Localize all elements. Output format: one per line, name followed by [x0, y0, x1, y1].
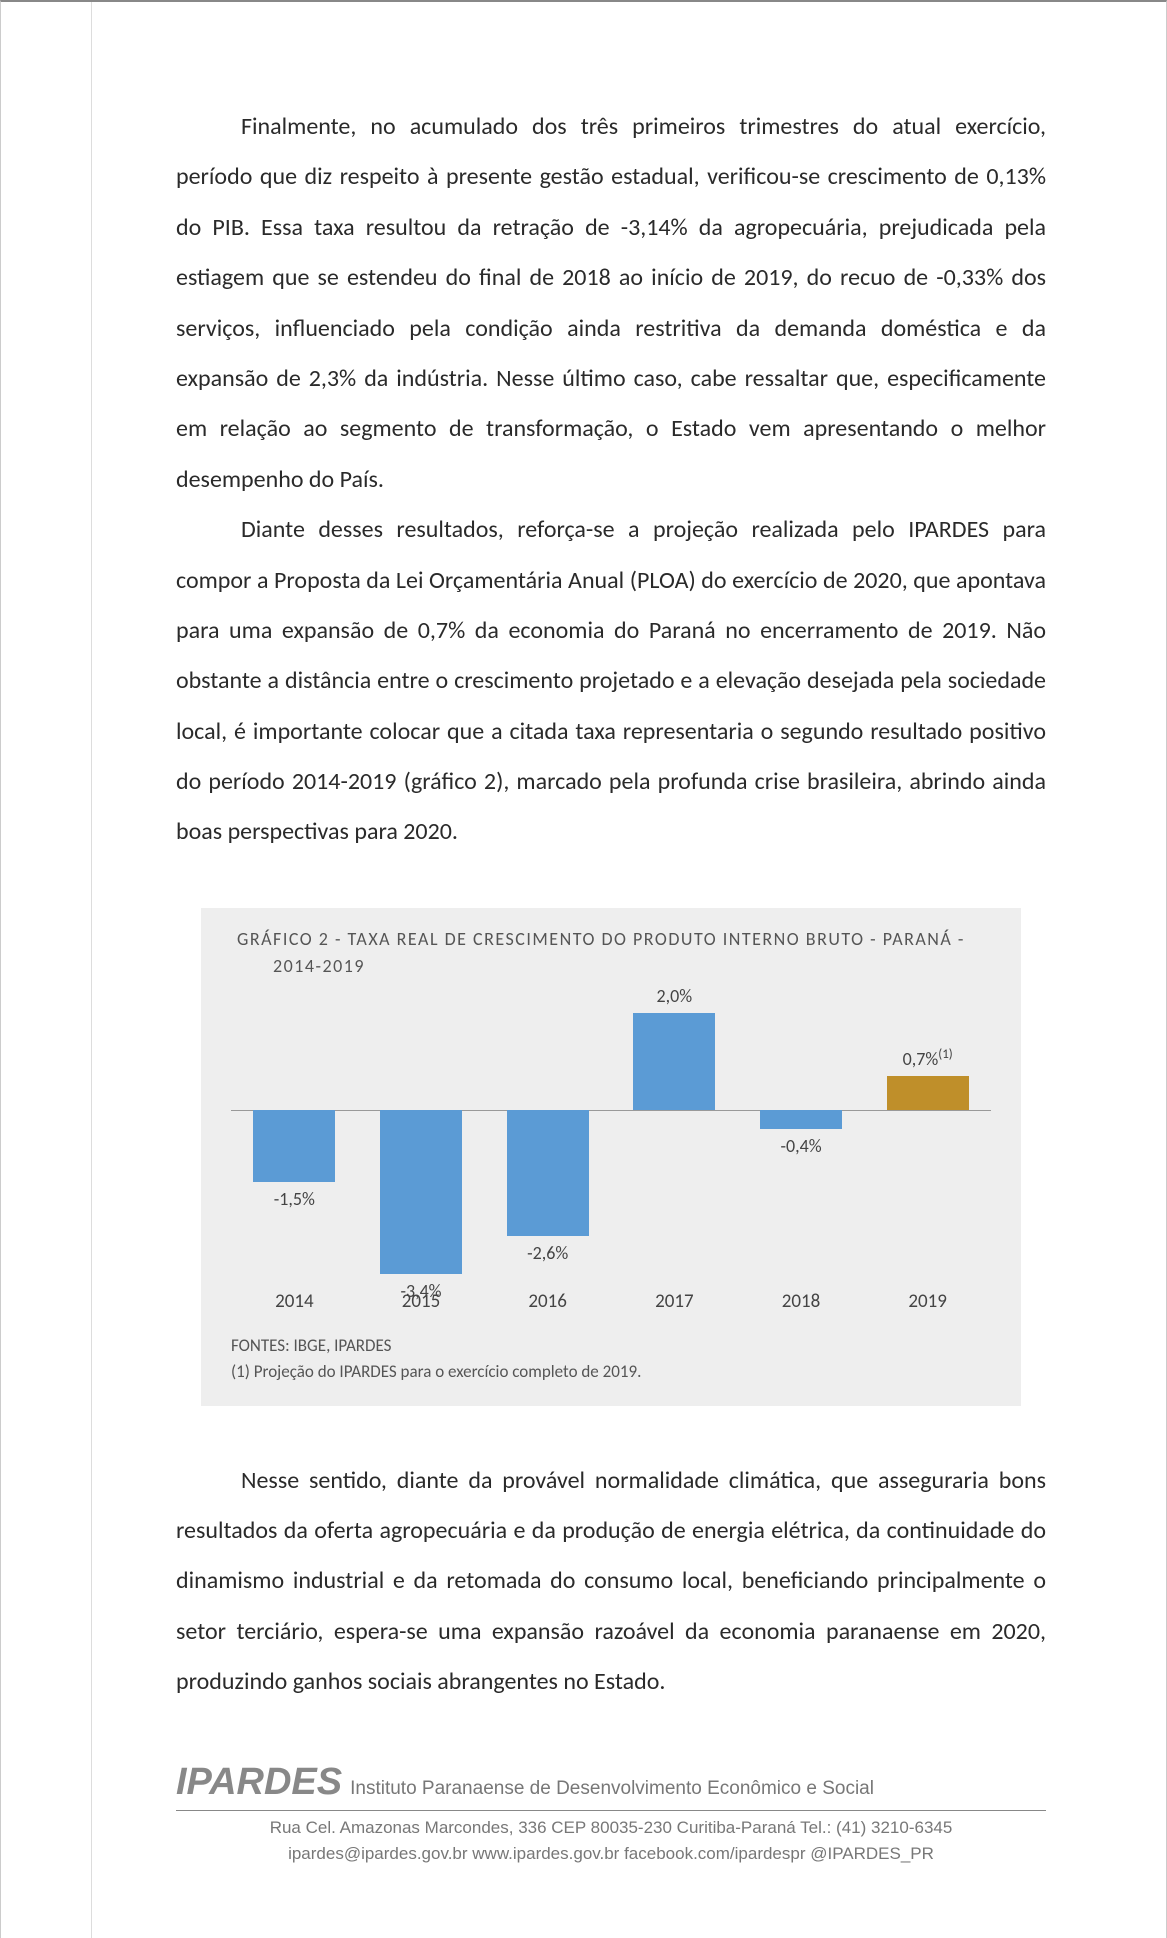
document-page: Finalmente, no acumulado dos três primei… [0, 0, 1167, 1938]
chart-bar-column: -0,4% [738, 994, 865, 1284]
paragraph-3: Nesse sentido, diante da provável normal… [176, 1456, 1046, 1708]
chart-bar-label: -3,4% [400, 1280, 441, 1302]
chart-bar-column: 2,0% [611, 994, 738, 1284]
chart-category-label: 2017 [611, 1290, 738, 1313]
chart-bars-group: -1,5% -3,4% -2,6% 2,0% -0,4% 0,7%(1) [231, 994, 991, 1284]
chart-container: GRÁFICO 2 - TAXA REAL DE CRESCIMENTO DO … [201, 908, 1021, 1406]
chart-bar [760, 1110, 842, 1129]
chart-category-label: 2018 [738, 1290, 865, 1313]
paragraph-2: Diante desses resultados, reforça-se a p… [176, 505, 1046, 858]
footer-divider [176, 1810, 1046, 1811]
footer-address: Rua Cel. Amazonas Marcondes, 336 CEP 800… [176, 1815, 1046, 1868]
chart-bar-column: -3,4% [358, 994, 485, 1284]
chart-category-label: 2019 [864, 1290, 991, 1313]
chart-bar-label: -0,4% [780, 1135, 821, 1157]
footer-logo-row: IPARDES Instituto Paranaense de Desenvol… [176, 1761, 1046, 1804]
footer-address-line-1: Rua Cel. Amazonas Marcondes, 336 CEP 800… [176, 1815, 1046, 1841]
chart-bar-column: -1,5% [231, 994, 358, 1284]
page-footer: IPARDES Instituto Paranaense de Desenvol… [176, 1761, 1046, 1868]
chart-note: (1) Projeção do IPARDES para o exercício… [231, 1359, 991, 1385]
chart-bar-column: 0,7%(1) [864, 994, 991, 1284]
chart-bar-label: -2,6% [527, 1242, 568, 1264]
chart-bar-label: 2,0% [657, 985, 693, 1007]
chart-bar [507, 1110, 589, 1236]
chart-bar-label: 0,7%(1) [903, 1047, 953, 1070]
footer-address-line-2: ipardes@ipardes.gov.br www.ipardes.gov.b… [176, 1841, 1046, 1867]
footer-logo: IPARDES [176, 1761, 342, 1804]
chart-bar [887, 1076, 969, 1110]
chart-title: GRÁFICO 2 - TAXA REAL DE CRESCIMENTO DO … [267, 926, 991, 980]
chart-bar [253, 1110, 335, 1183]
chart-bar [380, 1110, 462, 1274]
paragraph-1: Finalmente, no acumulado dos três primei… [176, 102, 1046, 505]
footer-subtitle: Instituto Paranaense de Desenvolvimento … [350, 1778, 874, 1800]
chart-category-label: 2014 [231, 1290, 358, 1313]
body-text-block-2: Nesse sentido, diante da provável normal… [176, 1456, 1046, 1708]
chart-category-label: 2016 [484, 1290, 611, 1313]
chart-footer: FONTES: IBGE, IPARDES (1) Projeção do IP… [231, 1333, 991, 1386]
chart-plot-area: -1,5% -3,4% -2,6% 2,0% -0,4% 0,7%(1) [231, 994, 991, 1284]
chart-bar [633, 1013, 715, 1110]
chart-sources: FONTES: IBGE, IPARDES [231, 1333, 991, 1359]
chart-category-labels: 201420152016201720182019 [231, 1290, 991, 1313]
chart-bar-column: -2,6% [484, 994, 611, 1284]
chart-bar-label: -1,5% [274, 1188, 315, 1210]
body-text-block-1: Finalmente, no acumulado dos três primei… [176, 102, 1046, 858]
